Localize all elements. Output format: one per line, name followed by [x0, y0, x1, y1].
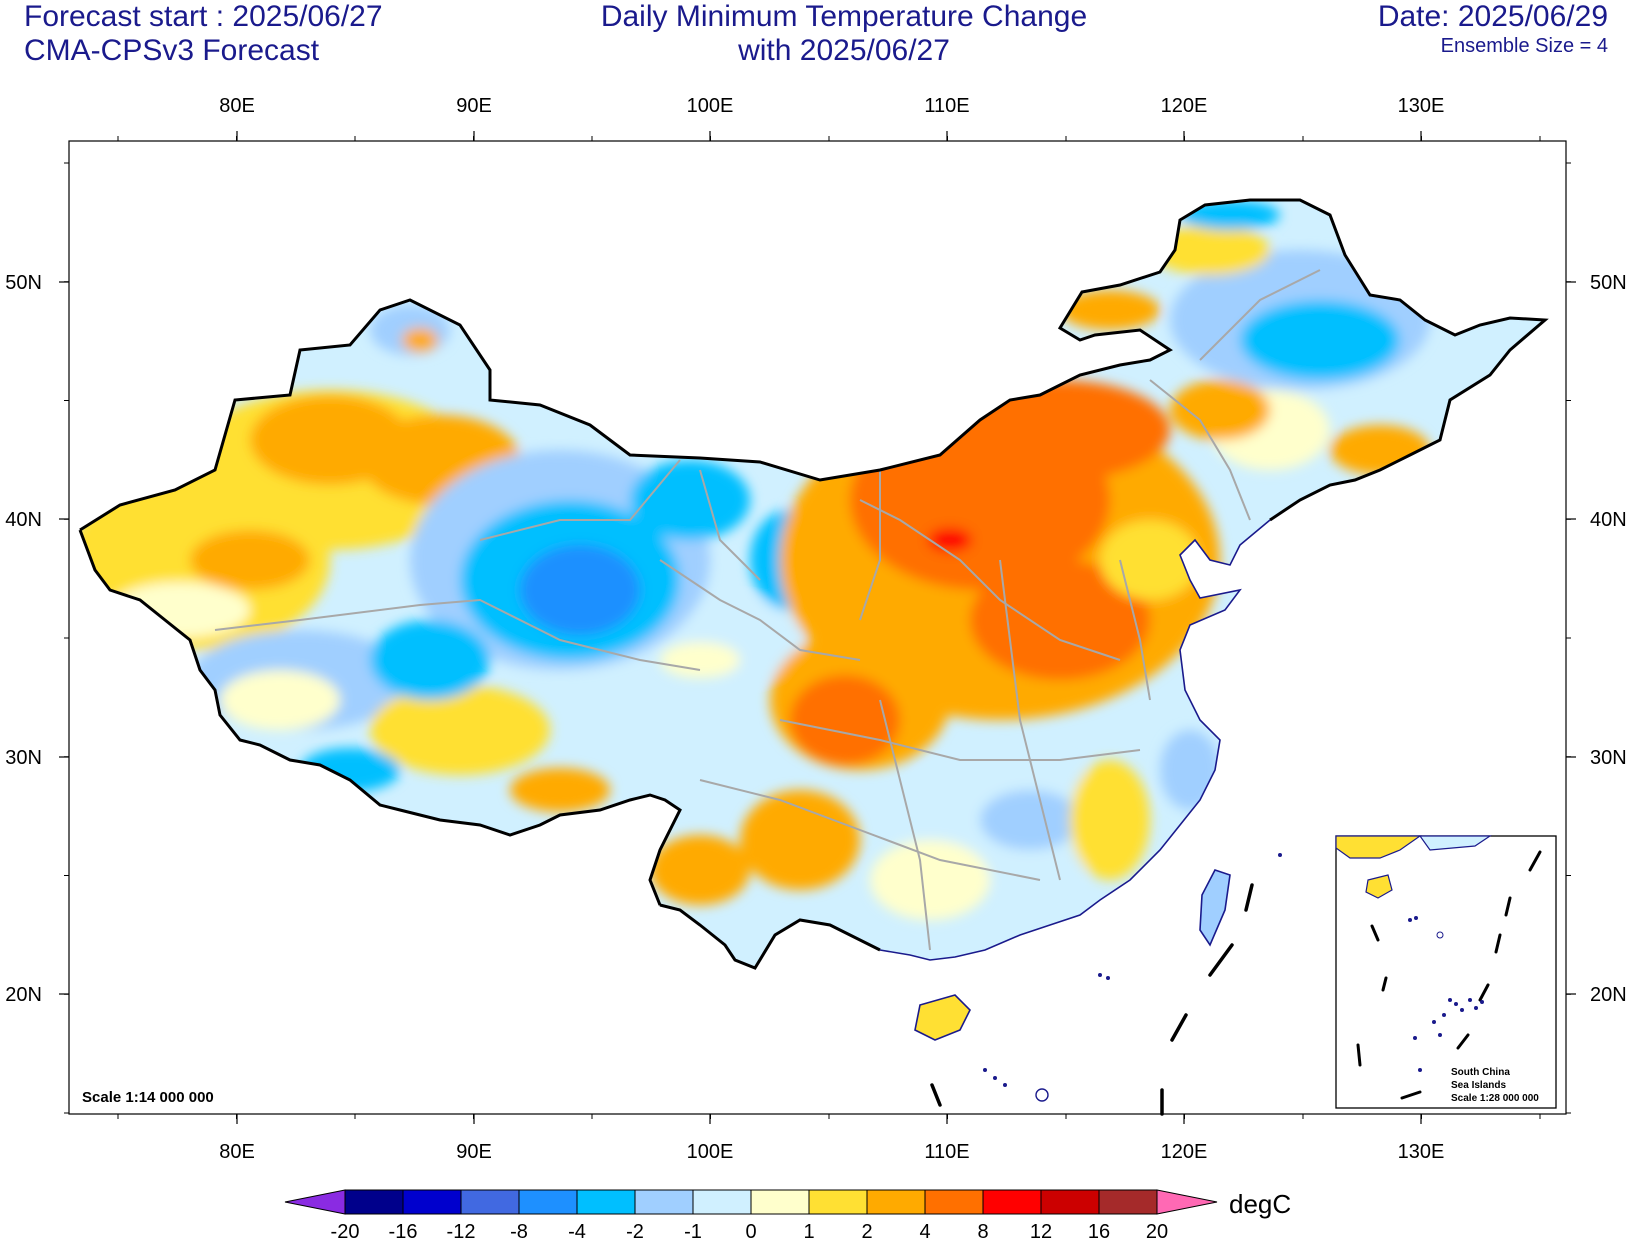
map-title: Daily Minimum Temperature Change: [600, 0, 1088, 33]
colorbar-unit: degC: [1229, 1189, 1291, 1219]
colorbar-level-label: -2: [626, 1221, 644, 1241]
lon-label-bottom: 130E: [1398, 1141, 1445, 1163]
lat-label-left: 50N: [5, 272, 42, 294]
colorbar-swatch: [982, 1189, 1042, 1215]
colorbar-level-label: -12: [447, 1221, 476, 1241]
lon-label-top: 120E: [1161, 95, 1208, 117]
colorbar-level-label: -4: [568, 1221, 586, 1241]
colorbar-level-label: 2: [861, 1221, 872, 1241]
lon-label-top: 80E: [219, 95, 255, 117]
south-china-sea-inset: South China Sea Islands Scale 1:28 000 0…: [1335, 835, 1557, 1109]
model-label: CMA-CPSv3 Forecast: [24, 34, 320, 67]
colorbar-min-arrow: [284, 1189, 346, 1215]
colorbar-level-label: -20: [331, 1221, 360, 1241]
colorbar-max-arrow: [1156, 1189, 1218, 1215]
lon-label-bottom: 110E: [924, 1141, 969, 1163]
lon-label-top: 110E: [924, 95, 969, 117]
scattered-islands: [983, 853, 1282, 1102]
lon-label-top: 100E: [687, 95, 734, 117]
valid-date-label: Date: 2025/06/29: [1377, 0, 1608, 33]
lon-label-top: 90E: [456, 95, 492, 117]
colorbar-swatch: [1040, 1189, 1100, 1215]
nine-dash-line: [930, 883, 1254, 1116]
ensemble-size-label: Ensemble Size = 4: [1440, 35, 1608, 57]
colorbar-swatch: [1098, 1189, 1158, 1215]
coastline: [879, 519, 1271, 961]
colorbar-level-label: 16: [1088, 1221, 1110, 1241]
lon-label-bottom: 80E: [219, 1141, 255, 1163]
china-border: [78, 198, 1549, 970]
colorbar-level-label: 12: [1030, 1221, 1052, 1241]
colorbar-swatch: [866, 1189, 926, 1215]
inset-label-3: Scale 1:28 000 000: [1451, 1093, 1539, 1104]
colorbar-level-label: -1: [684, 1221, 702, 1241]
lat-label-right: 20N: [1590, 984, 1627, 1006]
colorbar-level-label: 0: [745, 1221, 756, 1241]
inset-label-1: South China: [1451, 1067, 1510, 1078]
colorbar-swatch: [344, 1189, 404, 1215]
colorbar-level-label: -8: [510, 1221, 528, 1241]
lat-label-right: 30N: [1590, 747, 1627, 769]
colorbar-swatch: [402, 1189, 462, 1215]
colorbar-level-label: 8: [977, 1221, 988, 1241]
lat-label-left: 20N: [5, 984, 42, 1006]
lat-label-left: 30N: [5, 747, 42, 769]
hainan-island: [914, 994, 971, 1041]
lon-label-bottom: 90E: [456, 1141, 492, 1163]
lat-label-right: 40N: [1590, 509, 1627, 531]
colorbar-swatch: [460, 1189, 520, 1215]
lon-label-bottom: 100E: [687, 1141, 734, 1163]
province-boundaries: [214, 269, 1321, 951]
lat-label-left: 40N: [5, 509, 42, 531]
lon-label-top: 130E: [1398, 95, 1445, 117]
colorbar-swatch: [808, 1189, 868, 1215]
colorbar-level-label: -16: [389, 1221, 418, 1241]
colorbar-swatch: [576, 1189, 636, 1215]
lon-label-bottom: 120E: [1161, 1141, 1208, 1163]
colorbar-level-label: 1: [803, 1221, 814, 1241]
scale-label: Scale 1:14 000 000: [82, 1089, 214, 1106]
colorbar-swatch: [692, 1189, 752, 1215]
taiwan-island: [1199, 869, 1231, 947]
colorbar-swatch: [518, 1189, 578, 1215]
forecast-start-label: Forecast start : 2025/06/27: [24, 0, 383, 33]
colorbar-swatch: [634, 1189, 694, 1215]
colorbar-level-label: 20: [1146, 1221, 1168, 1241]
colorbar-swatch: [750, 1189, 810, 1215]
map-subtitle: with 2025/06/27: [738, 34, 950, 67]
map-axes: 80E 80E 90E 90E 100E 100E 110E 110E 120E 120E 130E…: [5, 95, 1626, 1163]
lat-label-right: 50N: [1590, 272, 1627, 294]
colorbar-level-label: 4: [919, 1221, 930, 1241]
colorbar-swatch: [924, 1189, 984, 1215]
inset-label-2: Sea Islands: [1451, 1080, 1506, 1091]
